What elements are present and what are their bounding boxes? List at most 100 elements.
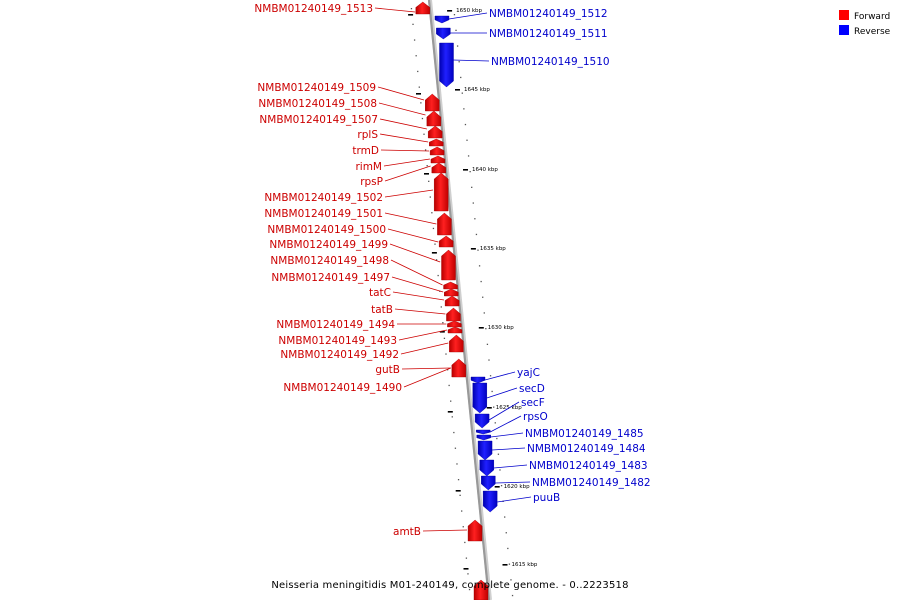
gene-label-yajc: yajC <box>517 367 540 379</box>
scale-tick-mark <box>408 14 414 16</box>
reverse-gene-arrow <box>476 434 491 441</box>
gene-label-nmbm01240149-1482: NMBM01240149_1482 <box>532 477 651 489</box>
scale-tick-mark <box>470 248 476 250</box>
gene-label-nmbm01240149-1502: NMBM01240149_1502 <box>264 192 383 204</box>
position-dot <box>462 526 464 528</box>
position-dot <box>455 29 457 31</box>
position-dot <box>496 437 498 440</box>
forward-gene-arrow <box>429 146 445 156</box>
scale-tick-mark <box>494 486 500 488</box>
gene-label-nmbm01240149-1513: NMBM01240149_1513 <box>254 3 373 15</box>
forward-gene-arrow <box>441 249 456 281</box>
scale-tick-mark <box>424 173 429 175</box>
leader-line-nmbm01240149-1500 <box>387 228 439 243</box>
position-dot <box>494 422 496 424</box>
position-dot <box>415 55 417 57</box>
scale-tick-label: 1645 kbp <box>464 87 490 93</box>
position-dot <box>421 117 424 120</box>
leader-line-nmbm01240149-1492 <box>400 342 449 355</box>
position-dot <box>426 165 428 167</box>
legend-forward-label: Forward <box>854 12 890 22</box>
leader-line-nmbm01240149-1507 <box>379 118 427 130</box>
position-dot <box>491 390 493 393</box>
forward-gene-arrow <box>425 93 440 112</box>
position-dot <box>483 312 485 314</box>
gene-label-nmbm01240149-1484: NMBM01240149_1484 <box>527 443 646 455</box>
leader-line-nmbm01240149-1498 <box>390 259 443 286</box>
leader-line-nmbm01240149-1510 <box>452 59 490 62</box>
gene-label-tatc: tatC <box>369 287 391 299</box>
position-dot <box>410 8 413 10</box>
forward-gene-arrow <box>428 125 443 139</box>
position-dot <box>497 453 500 455</box>
legend-forward-swatch <box>839 10 849 20</box>
position-dot <box>458 61 460 63</box>
position-dot <box>454 447 457 449</box>
position-dot <box>445 353 447 355</box>
gene-label-rpso: rpsO <box>523 411 548 423</box>
position-dot <box>493 406 495 408</box>
leader-line-rpls <box>379 133 429 143</box>
position-dot <box>504 516 506 518</box>
position-dot <box>448 384 450 387</box>
position-dot <box>456 45 459 47</box>
gene-label-nmbm01240149-1483: NMBM01240149_1483 <box>529 460 648 472</box>
position-dot <box>471 186 473 188</box>
forward-gene-arrow <box>437 212 452 236</box>
leader-line-nmbm01240149-1499 <box>389 243 441 263</box>
gene-label-nmbm01240149-1499: NMBM01240149_1499 <box>269 239 388 251</box>
label-leaders <box>374 7 532 532</box>
position-dot <box>480 280 482 283</box>
leader-line-tatb <box>394 308 446 315</box>
gene-labels: NMBM01240149_1513 NMBM01240149_1509 NMBM01… <box>254 3 650 538</box>
reverse-gene-arrow <box>472 382 487 414</box>
position-dot <box>474 218 476 220</box>
gene-label-rpls: rplS <box>357 129 378 141</box>
reverse-gene-arrow <box>434 15 450 24</box>
forward-gene-arrow <box>447 320 462 328</box>
position-dot <box>440 306 442 308</box>
position-dot <box>424 149 427 151</box>
genes <box>415 1 498 600</box>
gene-label-nmbm01240149-1510: NMBM01240149_1510 <box>491 56 610 68</box>
position-dot <box>460 76 462 79</box>
position-dot <box>442 322 444 324</box>
position-dot <box>423 133 425 135</box>
position-dot <box>464 123 467 126</box>
scale-tick-mark <box>431 252 437 254</box>
reverse-gene-arrow <box>439 42 454 88</box>
position-dot <box>429 196 431 198</box>
legend: Forward Reverse <box>839 10 891 37</box>
leader-line-nmbm01240149-1483 <box>493 464 528 469</box>
position-dot <box>477 249 479 251</box>
position-dot <box>486 343 489 345</box>
scale-tick-mark <box>486 407 492 409</box>
gene-label-amtb: amtB <box>393 526 421 538</box>
leader-line-nmbm01240149-1512 <box>448 12 488 20</box>
forward-gene-arrow <box>467 519 483 542</box>
position-dot <box>469 171 471 173</box>
reverse-gene-arrow <box>476 429 491 435</box>
scale-ticks: 1650 kbp 1645 kbp 1640 kbp 1635 kbp 1630 kbp… <box>408 8 538 570</box>
position-dot <box>450 400 452 402</box>
scale-tick-label: 1650 kbp <box>456 8 482 14</box>
leader-line-rpsp <box>384 165 431 182</box>
position-dot <box>466 139 468 141</box>
leader-line-secf <box>488 401 520 421</box>
forward-gene-arrow <box>415 1 430 15</box>
leader-line-nmbm01240149-1482 <box>495 481 531 484</box>
forward-gene-arrow <box>438 235 454 248</box>
position-dot <box>435 259 438 261</box>
position-dots <box>410 8 514 597</box>
gene-label-nmbm01240149-1493: NMBM01240149_1493 <box>278 335 397 347</box>
position-dot <box>463 108 465 110</box>
forward-gene-arrow <box>443 281 458 290</box>
leader-line-yajc <box>484 371 516 381</box>
scale-tick-mark <box>439 331 445 333</box>
position-dot <box>437 274 439 277</box>
forward-gene-arrow <box>473 579 489 600</box>
figure-caption: Neisseria meningitidis M01-240149, compl… <box>271 580 628 591</box>
scale-tick-mark <box>502 564 508 566</box>
position-dot <box>417 70 419 73</box>
